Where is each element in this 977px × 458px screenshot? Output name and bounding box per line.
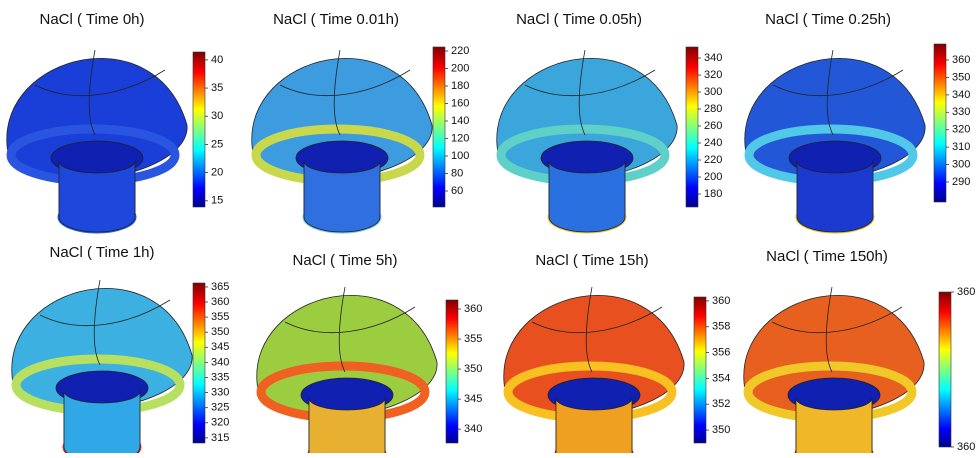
colorbar-tick-label: 350 — [211, 326, 229, 338]
mushroom — [6, 49, 188, 234]
cap-edge — [524, 49, 656, 136]
colorbar-tick-label: 360 — [952, 54, 970, 66]
mushroom — [11, 279, 193, 458]
colorbar-tick-label: 160 — [451, 97, 469, 109]
colorbar — [693, 296, 707, 444]
colorbar-tick-label: 360 — [211, 296, 229, 308]
colorbar-tick-label: 335 — [211, 371, 229, 383]
colorbar-tick-label: 35 — [211, 82, 223, 94]
colorbar-tick-label: 320 — [952, 124, 970, 136]
cap-edge — [771, 286, 903, 373]
colorbar-tick-label: 260 — [704, 120, 722, 132]
stem-front — [63, 390, 141, 458]
panel-title: NaCl ( Time 0.25h) — [765, 11, 891, 28]
colorbar-tick-label: 360 — [957, 441, 975, 453]
mushroom — [503, 286, 685, 458]
colorbar-tick-label: 340 — [704, 52, 722, 64]
colorbar — [685, 46, 699, 208]
panel-title: NaCl ( Time 15h) — [535, 252, 648, 269]
colorbar-tick-label: 330 — [211, 386, 229, 398]
colorbar-tick-label: 358 — [712, 321, 730, 333]
mushroom — [743, 286, 925, 458]
colorbar-tick-label: 350 — [952, 71, 970, 83]
panel-title: NaCl ( Time 0.01h) — [273, 11, 399, 28]
colorbar-tick-label: 340 — [952, 89, 970, 101]
panel-title: NaCl ( Time 5h) — [292, 252, 397, 269]
colorbar-tick-label: 345 — [464, 393, 482, 405]
colorbar-tick-label: 354 — [712, 372, 730, 384]
cap-edge — [34, 49, 166, 136]
colorbar-tick-label: 345 — [211, 341, 229, 353]
stem-front — [548, 160, 626, 233]
panel-title: NaCl ( Time 0h) — [39, 11, 144, 28]
colorbar-tick-label: 200 — [451, 62, 469, 74]
colorbar-tick-label: 330 — [952, 106, 970, 118]
colorbar-tick-label: 80 — [451, 167, 463, 179]
colorbar-tick-label: 356 — [712, 346, 730, 358]
colorbar-tick-label: 320 — [704, 69, 722, 81]
colorbar-tick-label: 360 — [464, 303, 482, 315]
colorbar-tick-label: 350 — [712, 424, 730, 436]
colorbar-tick-label: 360 — [957, 286, 975, 298]
colorbar — [933, 43, 947, 203]
colorbar — [445, 299, 459, 444]
colorbar-tick-label: 220 — [451, 45, 469, 57]
stem-front — [796, 160, 874, 233]
colorbar-tick-label: 352 — [712, 398, 730, 410]
colorbar-tick-label: 360 — [712, 295, 730, 307]
colorbar — [192, 51, 206, 208]
colorbar-tick-label: 315 — [211, 432, 229, 444]
colorbar-tick-label: 290 — [952, 176, 970, 188]
mushroom — [496, 49, 678, 234]
colorbar-tick-label: 350 — [464, 363, 482, 375]
colorbar-tick-label: 355 — [464, 333, 482, 345]
colorbar-tick-label: 300 — [952, 158, 970, 170]
colorbar-tick-label: 325 — [211, 402, 229, 414]
cap-edge — [772, 49, 904, 136]
colorbar-tick-label: 100 — [451, 150, 469, 162]
panel-title: NaCl ( Time 1h) — [49, 244, 154, 261]
colorbar-tick-label: 280 — [704, 103, 722, 115]
colorbar-tick-label: 300 — [704, 86, 722, 98]
colorbar-tick-label: 30 — [211, 110, 223, 122]
colorbar — [938, 291, 952, 448]
colorbar-tick-label: 25 — [211, 138, 223, 150]
stem-front — [58, 160, 136, 233]
panel-title: NaCl ( Time 150h) — [766, 248, 888, 265]
stem-front — [303, 160, 381, 233]
colorbar — [192, 282, 206, 444]
mushroom — [744, 49, 926, 234]
colorbar-tick-label: 180 — [704, 188, 722, 200]
colorbar-tick-label: 355 — [211, 311, 229, 323]
colorbar-tick-label: 340 — [211, 356, 229, 368]
cap-edge — [531, 286, 663, 373]
colorbar-tick-label: 365 — [211, 281, 229, 293]
colorbar-tick-label: 180 — [451, 80, 469, 92]
colorbar-tick-label: 40 — [211, 54, 223, 66]
mushroom — [251, 49, 433, 234]
colorbar-tick-label: 220 — [704, 154, 722, 166]
colorbar — [432, 46, 446, 208]
cap-edge — [279, 49, 411, 136]
panel-title: NaCl ( Time 0.05h) — [516, 11, 642, 28]
cap-edge — [284, 286, 416, 373]
colorbar-tick-label: 140 — [451, 115, 469, 127]
colorbar-tick-label: 310 — [952, 141, 970, 153]
colorbar-tick-label: 120 — [451, 132, 469, 144]
colorbar-tick-label: 200 — [704, 171, 722, 183]
colorbar-tick-label: 320 — [211, 417, 229, 429]
colorbar-tick-label: 15 — [211, 195, 223, 207]
mushroom — [256, 286, 438, 458]
colorbar-tick-label: 60 — [451, 185, 463, 197]
colorbar-tick-label: 20 — [211, 167, 223, 179]
colorbar-tick-label: 340 — [464, 423, 482, 435]
cap-edge — [39, 279, 171, 366]
colorbar-tick-label: 240 — [704, 137, 722, 149]
